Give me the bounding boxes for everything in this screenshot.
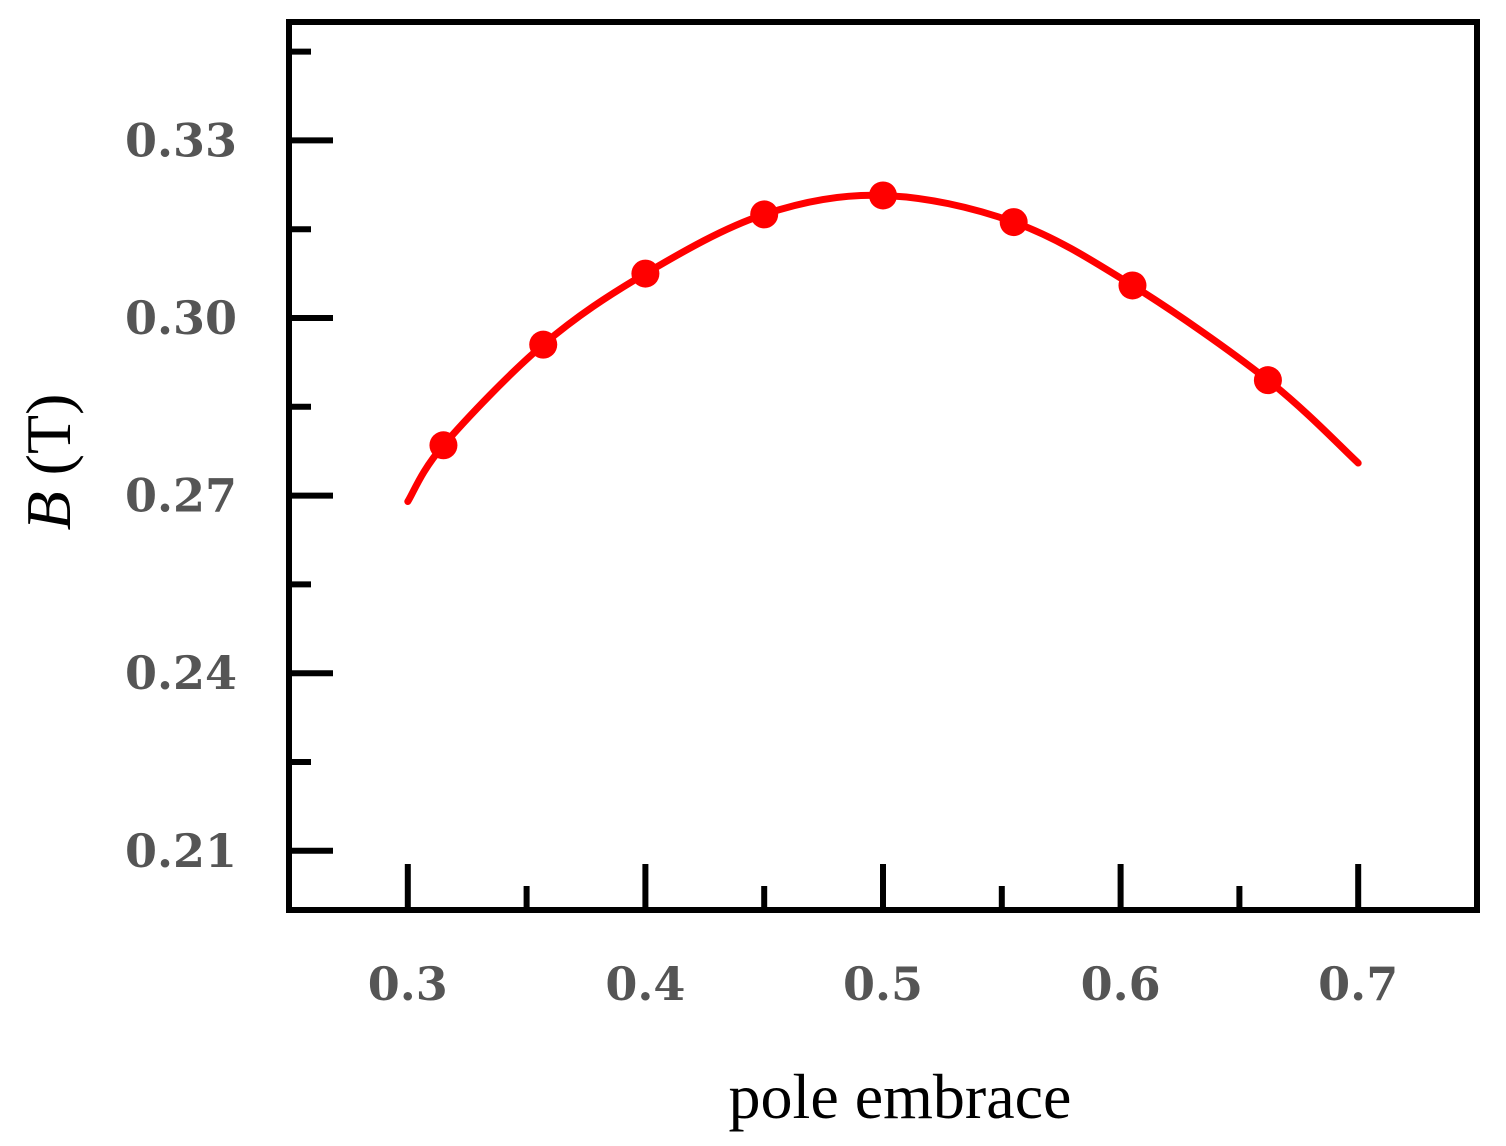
data-point: [1118, 271, 1147, 300]
data-point: [1253, 366, 1282, 395]
x-tick-label: 0.7: [1318, 957, 1398, 1011]
x-axis-ticks: 0.3 0.4 0.5 0.6 0.7: [368, 864, 1398, 1011]
plot-frame: [286, 19, 1480, 913]
data-point: [429, 431, 458, 460]
y-tick-label: 0.30: [125, 291, 237, 345]
data-point: [869, 181, 897, 210]
y-axis-title-unit: (T): [13, 394, 84, 492]
series-layer: [404, 181, 1362, 506]
y-tick-label: 0.27: [125, 469, 237, 523]
data-point: [999, 208, 1028, 237]
x-axis-title: pole embrace: [729, 1061, 1072, 1132]
y-axis-title: B (T): [13, 394, 84, 531]
data-point: [631, 259, 660, 288]
y-axis-ticks: 0.21 0.24 0.27 0.30 0.33: [125, 48, 333, 878]
y-axis-title-symbol: B: [13, 491, 84, 530]
x-tick-label: 0.3: [368, 957, 448, 1011]
y-tick-label: 0.33: [125, 113, 237, 167]
x-tick-label: 0.4: [605, 957, 685, 1011]
x-tick-label: 0.5: [843, 957, 923, 1011]
y-tick-label: 0.21: [125, 824, 237, 878]
data-point: [529, 330, 558, 359]
x-tick-label: 0.6: [1081, 957, 1161, 1011]
data-point: [750, 200, 779, 229]
series-line: [404, 191, 1362, 506]
y-tick-label: 0.24: [125, 646, 237, 700]
